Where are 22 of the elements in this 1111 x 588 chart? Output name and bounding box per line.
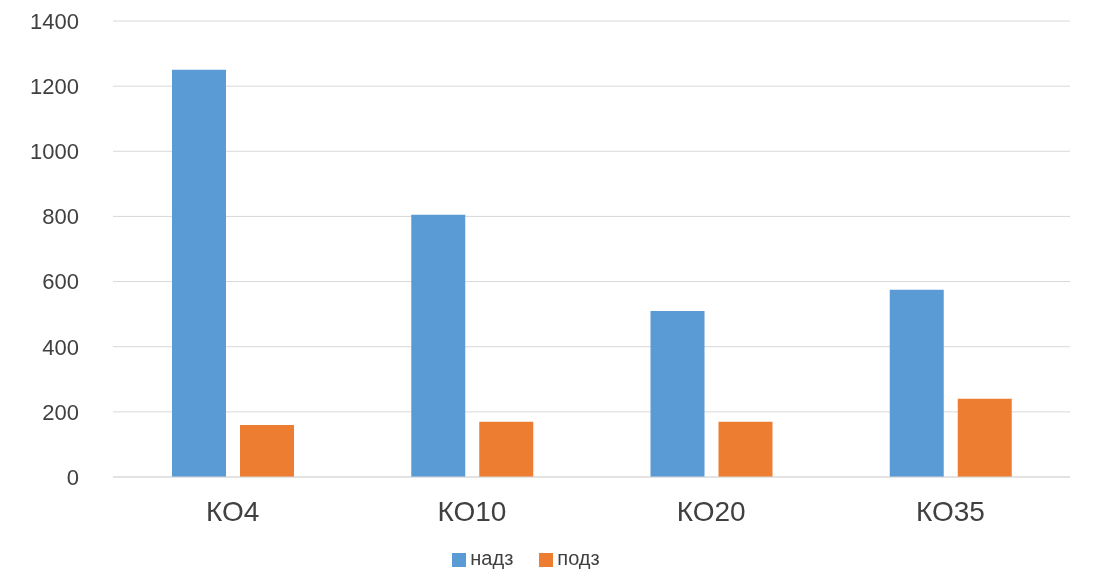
x-tick-label: КО10 <box>437 495 507 527</box>
bar <box>957 398 1012 477</box>
y-tick-label: 600 <box>42 269 79 295</box>
bar <box>411 214 466 477</box>
x-tick-label: КО4 <box>205 495 260 527</box>
y-tick-label: 200 <box>42 399 79 425</box>
y-tick-label: 1200 <box>30 73 79 99</box>
x-tick-label: КО35 <box>915 495 985 527</box>
legend-label: подз <box>557 547 600 569</box>
x-tick-label: КО20 <box>676 495 746 527</box>
y-tick-label: 1400 <box>30 8 79 34</box>
legend-label: надз <box>470 547 514 569</box>
y-tick-label: 800 <box>42 204 79 230</box>
bar <box>889 289 944 477</box>
y-tick-label: 0 <box>66 464 79 490</box>
y-tick-label: 1000 <box>30 139 79 165</box>
bar <box>240 424 294 477</box>
y-tick-label: 400 <box>42 334 79 360</box>
bar <box>172 69 226 477</box>
bar <box>650 310 705 477</box>
bar <box>479 421 534 477</box>
bar <box>718 421 773 477</box>
